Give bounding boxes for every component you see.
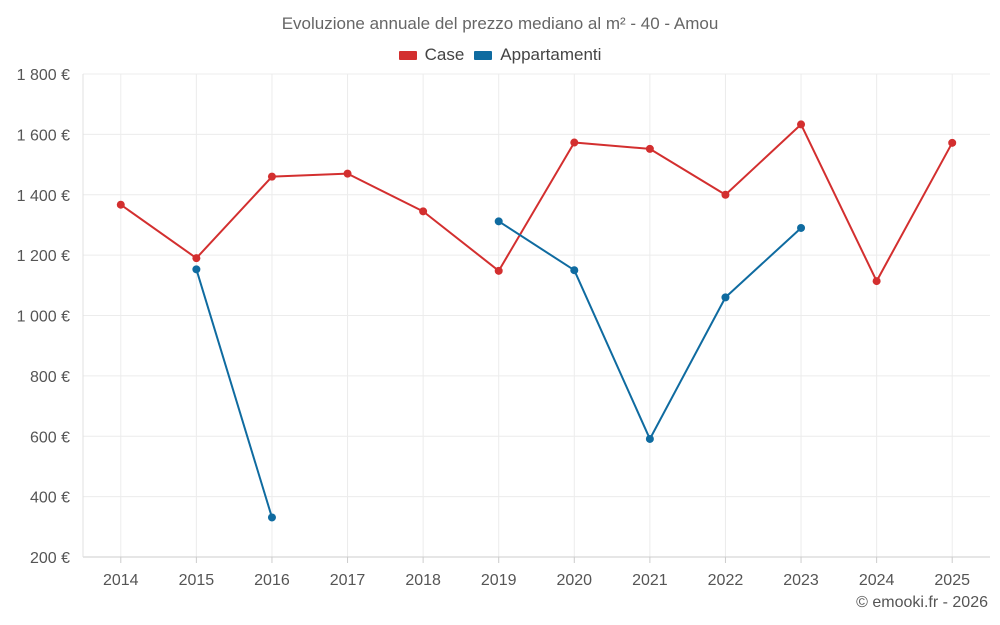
x-tick-label: 2023 [783, 572, 819, 589]
y-tick-label: 200 € [30, 550, 70, 567]
series-line-case [120, 123, 954, 283]
data-point-appartamenti-2016 [267, 513, 276, 522]
legend: Case Appartamenti [0, 45, 1000, 65]
legend-label-case: Case [424, 45, 465, 64]
data-point-case-2020 [570, 138, 579, 147]
data-point-case-2014 [116, 200, 125, 209]
x-tick-label: 2024 [859, 572, 895, 589]
y-tick-label: 1 200 € [17, 248, 70, 265]
data-point-appartamenti-2021 [645, 434, 654, 443]
y-tick-label: 800 € [30, 369, 70, 386]
y-tick-label: 400 € [30, 490, 70, 507]
legend-swatch-case [398, 50, 417, 60]
y-tick-label: 1 800 € [17, 67, 70, 84]
copyright: © emooki.fr - 2026 [856, 594, 988, 611]
x-tick-label: 2019 [481, 572, 517, 589]
data-point-case-2025 [948, 138, 957, 147]
data-point-case-2021 [645, 144, 654, 153]
legend-swatch-appartamenti [474, 50, 493, 60]
x-tick-label: 2021 [632, 572, 668, 589]
x-tick-label: 2017 [330, 572, 366, 589]
x-tick-label: 2025 [934, 572, 970, 589]
data-point-case-2019 [494, 266, 503, 275]
x-tick-label: 2022 [708, 572, 744, 589]
data-point-appartamenti-2022 [721, 293, 730, 302]
x-tick-label: 2014 [103, 572, 139, 589]
data-point-case-2022 [721, 190, 730, 199]
data-point-case-2016 [267, 172, 276, 181]
x-tick-label: 2018 [405, 572, 441, 589]
y-tick-label: 1 400 € [17, 188, 70, 205]
data-point-case-2018 [419, 207, 428, 216]
data-point-case-2017 [343, 169, 352, 178]
data-point-appartamenti-2020 [570, 266, 579, 275]
data-point-case-2024 [872, 277, 881, 286]
y-tick-label: 1 600 € [17, 127, 70, 144]
data-point-case-2015 [192, 254, 201, 263]
x-tick-label: 2016 [254, 572, 290, 589]
legend-label-appartamenti: Appartamenti [500, 45, 602, 64]
y-tick-label: 1 000 € [17, 309, 70, 326]
x-tick-label: 2020 [556, 572, 592, 589]
data-point-appartamenti-2023 [797, 223, 806, 232]
x-tick-label: 2015 [179, 572, 215, 589]
y-tick-label: 600 € [30, 429, 70, 446]
data-point-appartamenti-2019 [494, 217, 503, 226]
series-line-appartamenti [195, 269, 273, 518]
data-point-appartamenti-2015 [192, 265, 201, 274]
legend-item-appartamenti[interactable]: Appartamenti [474, 45, 601, 65]
legend-item-case[interactable]: Case [398, 45, 465, 65]
data-point-case-2023 [797, 120, 806, 129]
chart-title: Evoluzione annuale del prezzo mediano al… [281, 14, 719, 33]
